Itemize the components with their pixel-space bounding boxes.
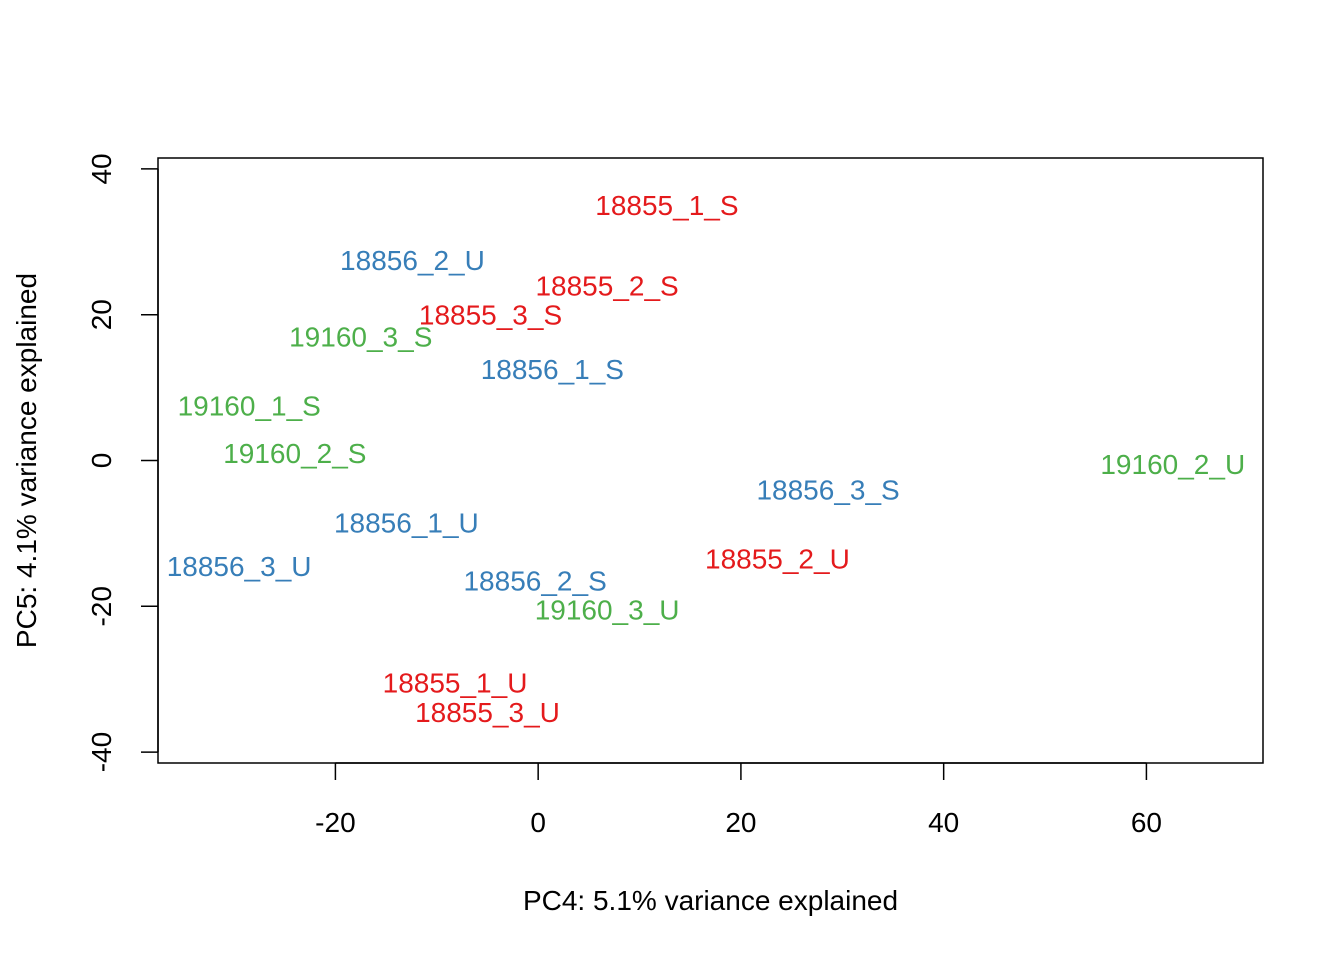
point-label-18855_3_S: 18855_3_S xyxy=(419,300,562,331)
point-label-19160_1_S: 19160_1_S xyxy=(178,391,321,422)
point-label-19160_2_U: 19160_2_U xyxy=(1100,449,1245,480)
point-label-18856_1_S: 18856_1_S xyxy=(481,354,624,385)
x-tick-label: 60 xyxy=(1131,807,1162,838)
point-label-19160_3_U: 19160_3_U xyxy=(535,595,680,626)
point-label-18856_1_U: 18856_1_U xyxy=(334,507,479,538)
point-label-18856_3_U: 18856_3_U xyxy=(167,551,312,582)
point-label-18856_2_U: 18856_2_U xyxy=(340,245,485,276)
x-tick-label: 20 xyxy=(725,807,756,838)
point-label-18855_2_U: 18855_2_U xyxy=(705,544,850,575)
x-tick-label: 0 xyxy=(530,807,546,838)
point-label-18856_2_S: 18856_2_S xyxy=(463,566,606,597)
point-label-18856_3_S: 18856_3_S xyxy=(756,474,899,505)
x-axis: -20 0 20 40 60 xyxy=(315,762,1162,838)
point-label-18855_3_U: 18855_3_U xyxy=(415,697,560,728)
point-label-18855_2_S: 18855_2_S xyxy=(535,270,678,301)
y-tick-label: 20 xyxy=(86,299,117,330)
y-tick-label: 40 xyxy=(86,153,117,184)
point-labels: 18855_1_S18856_2_U18855_2_S18855_3_S1916… xyxy=(167,190,1245,728)
x-axis-title: PC4: 5.1% variance explained xyxy=(523,885,898,916)
y-tick-label: -20 xyxy=(86,586,117,626)
y-tick-label: -40 xyxy=(86,732,117,772)
x-tick-label: -20 xyxy=(315,807,355,838)
x-tick-label: 40 xyxy=(928,807,959,838)
point-label-18855_1_S: 18855_1_S xyxy=(595,190,738,221)
point-label-19160_3_S: 19160_3_S xyxy=(289,321,432,352)
y-axis-title: PC5: 4.1% variance explained xyxy=(11,273,42,648)
point-label-19160_2_S: 19160_2_S xyxy=(223,438,366,469)
y-tick-label: 0 xyxy=(86,453,117,469)
point-label-18855_1_U: 18855_1_U xyxy=(383,668,528,699)
y-axis: -40 -20 0 20 40 xyxy=(86,153,159,772)
